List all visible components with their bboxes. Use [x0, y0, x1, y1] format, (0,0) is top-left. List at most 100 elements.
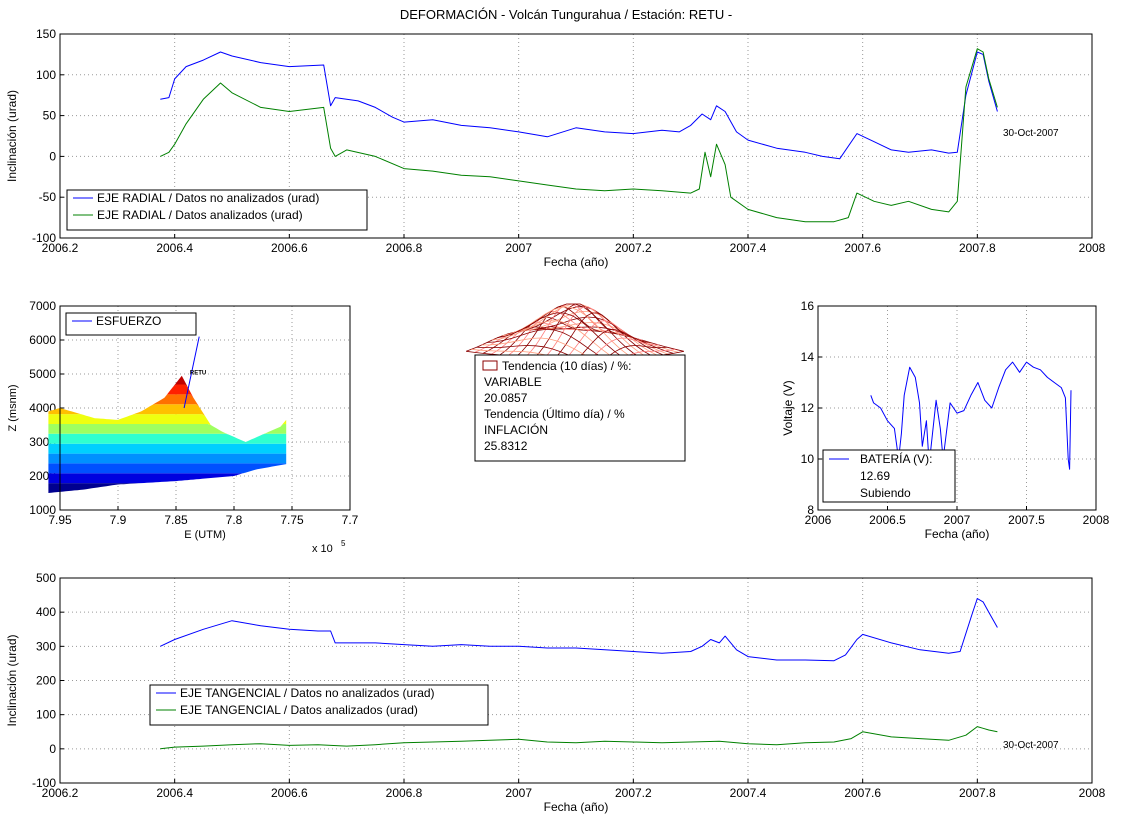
esfuerzo-x-tick-label: 7.95 [48, 513, 72, 527]
radial-y-axis-label: Inclinación (urad) [5, 90, 19, 182]
radial-x-tick-label: 2006.2 [42, 241, 79, 255]
esfuerzo-y-tick-label: 7000 [29, 299, 56, 313]
radial-x-tick-label: 2006.8 [386, 241, 423, 255]
mesh-col-line [497, 312, 632, 363]
bateria-x-tick-label: 2007.5 [1008, 513, 1045, 527]
radial-date-annotation: 30-Oct-2007 [1003, 128, 1059, 139]
radial-y-tick-label: 100 [36, 68, 56, 82]
esfuerzo-elevation-band-0 [48, 464, 287, 493]
radial-tilt-plot: 2006.2 2006.4 2006.6 2006.8 2007 2007.2 2007.4… [5, 27, 1106, 269]
esfuerzo-elevation-band-6 [48, 424, 287, 442]
bateria-x-tick-label: 2006.5 [869, 513, 906, 527]
bateria-axes-frame [817, 305, 1097, 511]
tangencial-legend-box [149, 684, 489, 726]
battery-voltage-plot: 2006 2006.5 2007 2007.5 2008 8 10 12 14 16 Fecha (… [781, 299, 1110, 541]
esfuerzo-axes-frame [59, 305, 351, 511]
esfuerzo-x-tick-label: 7.7 [342, 513, 359, 527]
trend-info-line-1: Tendencia (10 días) / %: [502, 359, 631, 373]
esfuerzo-station-label: RETU [190, 371, 206, 377]
esfuerzo-elevation-band-3 [48, 453, 287, 464]
bateria-legend-label-0: BATERÍA (V): [860, 451, 932, 466]
trend-info-box: Tendencia (10 días) / %: VARIABLE 20.085… [474, 354, 686, 462]
radial-y-tick-label: 50 [43, 109, 57, 123]
esfuerzo-x-tick-label: 7.85 [164, 513, 188, 527]
radial-series-0-line [160, 51, 998, 160]
esfuerzo-series-0-line [183, 336, 200, 409]
mesh-col-line [502, 306, 638, 361]
esfuerzo-legend-box [65, 312, 197, 336]
tangencial-y-tick-label: 100 [36, 708, 56, 722]
esfuerzo-x-tick-label: 7.8 [226, 513, 243, 527]
tangencial-series-0-line [160, 598, 998, 662]
esfuerzo-elevation-band-4 [48, 443, 287, 454]
mesh-col-line [492, 320, 627, 366]
tangencial-x-tick-label: 2007 [505, 786, 532, 800]
esfuerzo-exponent-power: 5 [341, 539, 346, 548]
tangencial-x-tick-label: 2007.2 [615, 786, 652, 800]
esfuerzo-legend-label-0: ESFUERZO [96, 314, 161, 328]
tangencial-x-tick-label: 2008 [1079, 786, 1106, 800]
bateria-x-tick-label: 2006 [805, 513, 832, 527]
esfuerzo-elevation-band-2 [48, 463, 287, 474]
tangencial-x-tick-label: 2006.8 [386, 786, 423, 800]
bateria-y-tick-label: 16 [801, 299, 815, 313]
tangencial-y-tick-label: 300 [36, 639, 56, 653]
esfuerzo-elevation-band-8 [48, 404, 287, 442]
bateria-legend-value: 12.69 [860, 469, 890, 483]
radial-x-tick-label: 2007.6 [844, 241, 881, 255]
tangencial-y-tick-label: -100 [32, 776, 56, 790]
esfuerzo-elevation-band-1 [48, 464, 287, 484]
mesh-row-line [541, 306, 626, 361]
tangencial-y-axis-label: Inclinación (urad) [5, 634, 19, 726]
bateria-y-axis-label: Voltaje (V) [781, 380, 795, 435]
tangencial-date-annotation: 30-Oct-2007 [1003, 740, 1059, 751]
bateria-x-axis-label: Fecha (año) [925, 527, 990, 541]
bateria-x-tick-label: 2008 [1083, 513, 1110, 527]
tangencial-y-tick-label: 200 [36, 674, 56, 688]
esfuerzo-y-tick-label: 6000 [29, 333, 56, 347]
bateria-y-tick-label: 8 [807, 503, 814, 517]
esfuerzo-y-axis-label: Z (msnm) [7, 384, 19, 431]
tangencial-axes-frame [59, 577, 1093, 784]
radial-y-tick-label: -50 [39, 190, 57, 204]
radial-y-tick-label: -100 [32, 231, 56, 245]
tangencial-y-tick-label: 400 [36, 605, 56, 619]
esfuerzo-x-tick-label: 7.75 [280, 513, 304, 527]
esfuerzo-elevation-band-5 [48, 433, 287, 444]
bateria-x-tick-label: 2007 [944, 513, 971, 527]
tangencial-x-axis-label: Fecha (año) [544, 800, 609, 814]
radial-x-tick-label: 2007.8 [959, 241, 996, 255]
tangencial-x-tick-label: 2007.8 [959, 786, 996, 800]
bateria-legend-status: Subiendo [860, 486, 911, 500]
radial-x-tick-label: 2008 [1079, 241, 1106, 255]
radial-x-tick-label: 2007.4 [730, 241, 767, 255]
radial-series-1-line [160, 48, 998, 223]
esfuerzo-x-axis-label: E (UTM) [184, 529, 226, 541]
figure-title: DEFORMACIÓN - Volcán Tungurahua / Estaci… [400, 7, 732, 22]
radial-axes-frame [59, 33, 1093, 239]
tangencial-x-tick-label: 2006.6 [271, 786, 308, 800]
trend-legend-swatch [482, 360, 498, 371]
radial-legend-label-0: EJE RADIAL / Datos no analizados (urad) [97, 191, 319, 205]
trend-info-line-2: VARIABLE [484, 375, 542, 389]
tangencial-legend-label-1: EJE TANGENCIAL / Datos analizados (urad) [180, 703, 418, 717]
esfuerzo-elevation-band-9 [48, 394, 287, 442]
esfuerzo-y-tick-label: 1000 [29, 503, 56, 517]
bateria-y-tick-label: 14 [801, 350, 815, 364]
tangencial-series-1-line [160, 726, 998, 750]
esfuerzo-elevation-band-7 [48, 414, 287, 442]
trend-info-line-3: 20.0857 [484, 391, 528, 405]
tangencial-y-tick-label: 500 [36, 571, 56, 585]
tangencial-x-tick-label: 2006.4 [156, 786, 193, 800]
trend-info-line-6: 25.8312 [484, 439, 528, 453]
esfuerzo-x-tick-label: 7.9 [110, 513, 127, 527]
tangencial-x-tick-label: 2007.6 [844, 786, 881, 800]
tangencial-x-tick-label: 2006.2 [42, 786, 79, 800]
tangential-tilt-plot: 2006.2 2006.4 2006.6 2006.8 2007 2007.2 2007.4… [5, 571, 1106, 814]
trend-info-line-4: Tendencia (Último día) / % [484, 406, 625, 421]
radial-x-tick-label: 2006.6 [271, 241, 308, 255]
radial-y-tick-label: 0 [49, 149, 56, 163]
trend-info-line-5: INFLACIÓN [484, 422, 548, 437]
bateria-series-0-line [870, 361, 1072, 470]
